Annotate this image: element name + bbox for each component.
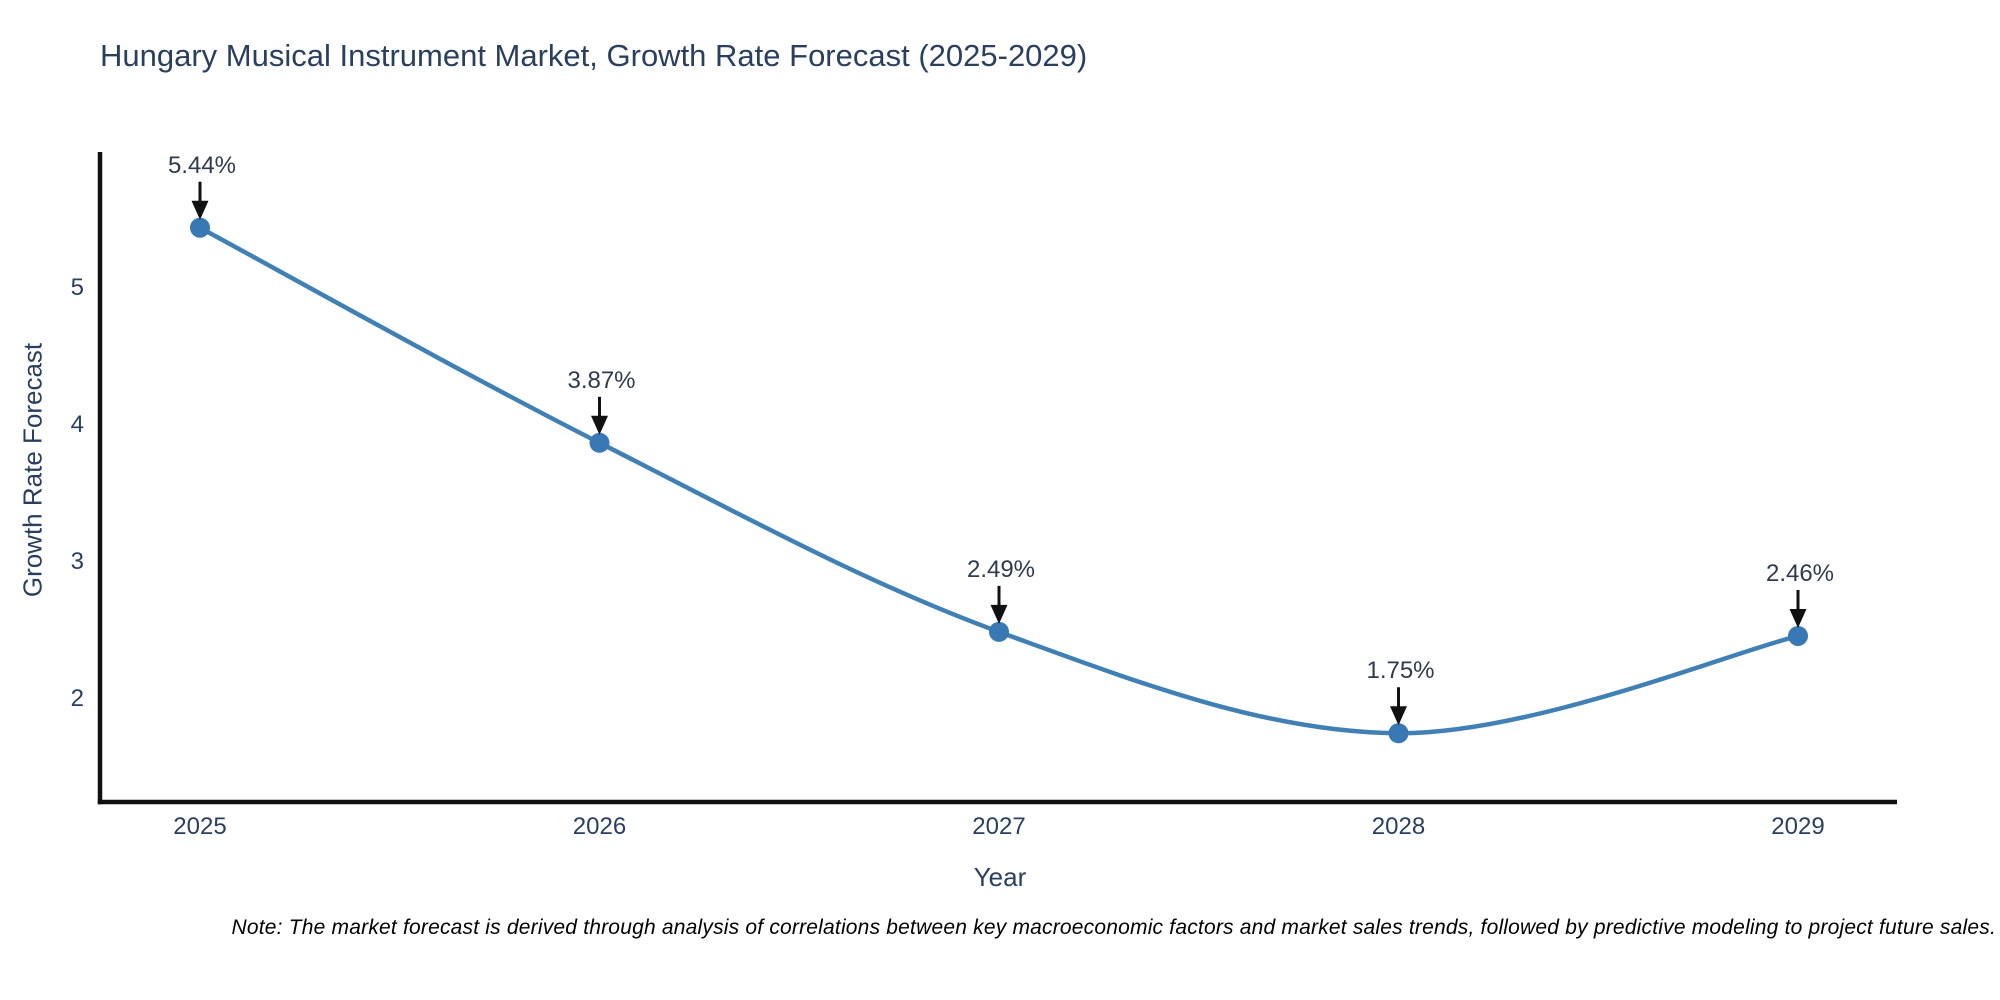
point-annotation: 1.75% xyxy=(1366,657,1435,685)
y-tick-label: 3 xyxy=(70,548,84,575)
y-tick-label: 5 xyxy=(70,274,84,301)
point-annotation: 3.87% xyxy=(567,366,636,394)
y-tick-label: 4 xyxy=(70,411,84,438)
x-tick-label: 2028 xyxy=(1371,813,1426,840)
x-tick-label: 2027 xyxy=(972,813,1026,840)
x-tick-label: 2025 xyxy=(173,813,227,840)
y-axis-title: Growth Rate Forecast xyxy=(17,342,48,598)
data-point-marker xyxy=(1788,625,1808,646)
point-annotation: 5.44% xyxy=(167,151,237,179)
annotation-arrowhead xyxy=(1789,608,1807,628)
data-point-marker xyxy=(1388,723,1409,744)
data-point-marker xyxy=(190,217,210,238)
data-point-marker xyxy=(589,432,610,453)
trace-line xyxy=(197,225,1801,736)
footnote: Note: The market forecast is derived thr… xyxy=(231,916,1996,939)
annotation-arrowhead xyxy=(1390,706,1407,726)
annotation-arrowhead xyxy=(990,604,1008,624)
annotation-arrowhead xyxy=(191,200,209,220)
chart-title: Hungary Musical Instrument Market, Growt… xyxy=(100,38,1088,73)
x-tick-label: 2026 xyxy=(572,813,627,840)
x-axis-title: Year xyxy=(973,862,1027,892)
y-tick-label: 2 xyxy=(70,685,84,712)
point-annotation: 2.46% xyxy=(1765,559,1835,587)
point-annotation: 2.49% xyxy=(966,555,1036,583)
x-tick-label: 2029 xyxy=(1771,813,1825,840)
data-point-marker xyxy=(989,621,1009,642)
annotation-arrowhead xyxy=(591,415,608,435)
